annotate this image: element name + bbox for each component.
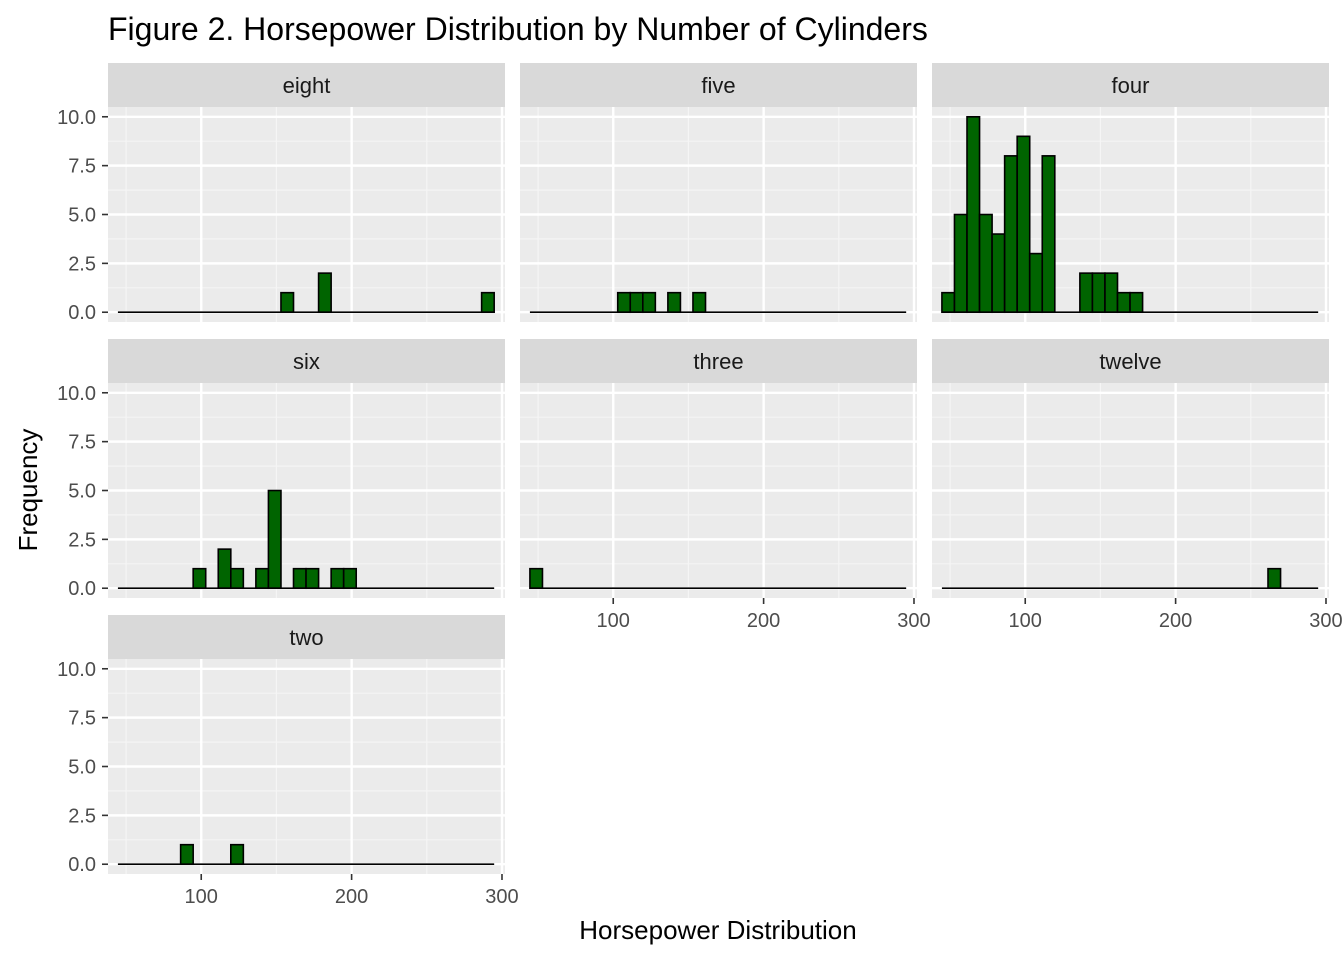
histogram-bars xyxy=(117,489,495,590)
histogram-bars xyxy=(941,567,1319,590)
histogram-bar xyxy=(991,233,1006,314)
y-tick-label: 5.0 xyxy=(68,205,96,227)
x-tick-label: 100 xyxy=(1009,610,1042,632)
facet-panel-five: five xyxy=(520,63,917,322)
y-tick-label: 5.0 xyxy=(68,481,96,503)
histogram-bar xyxy=(966,115,981,314)
histogram-bar xyxy=(1016,135,1031,314)
x-tick-label: 200 xyxy=(1159,610,1192,632)
histogram-bar xyxy=(629,291,644,314)
facet-strip xyxy=(520,63,917,107)
x-tick-label: 200 xyxy=(335,886,368,908)
histogram-bar xyxy=(529,567,544,590)
x-tick-label: 300 xyxy=(1309,610,1342,632)
histogram-bar xyxy=(1116,291,1131,314)
y-tick-label: 0.0 xyxy=(68,302,96,324)
x-tick-label: 100 xyxy=(597,610,630,632)
histogram-bar xyxy=(641,291,657,314)
histogram-bar xyxy=(1267,567,1282,590)
y-axis-title: Frequency xyxy=(13,429,43,552)
histogram-bar xyxy=(1079,272,1094,314)
histogram-bar xyxy=(480,291,495,314)
histogram-bar xyxy=(1104,272,1119,314)
facet-strip xyxy=(108,63,505,107)
facet-strip-label: twelve xyxy=(1099,349,1161,374)
facet-strip xyxy=(932,339,1329,383)
y-tick-label: 7.5 xyxy=(68,708,96,730)
facet-strip-label: three xyxy=(693,349,743,374)
histogram-bar xyxy=(978,213,993,314)
facet-strip xyxy=(108,615,505,659)
y-tick-label: 2.5 xyxy=(68,529,96,551)
histogram-bar xyxy=(1129,291,1144,314)
histogram-bar xyxy=(267,489,282,590)
histogram-bar xyxy=(1003,155,1018,314)
histogram-bar xyxy=(255,567,270,590)
histogram-bar xyxy=(179,843,194,866)
x-tick-label: 300 xyxy=(485,886,518,908)
histogram-bar xyxy=(1091,272,1106,314)
facet-strip xyxy=(932,63,1329,107)
histogram-bars xyxy=(117,843,495,866)
x-tick-label: 100 xyxy=(185,886,218,908)
histogram-bars xyxy=(941,115,1319,314)
facet-panel-four: four xyxy=(932,63,1329,322)
histogram-bar xyxy=(229,843,245,866)
x-tick-label: 200 xyxy=(747,610,780,632)
histogram-bar xyxy=(1028,252,1044,314)
y-tick-label: 2.5 xyxy=(68,253,96,275)
y-tick-label: 7.5 xyxy=(68,432,96,454)
histogram-bar xyxy=(616,291,632,314)
histogram-bar xyxy=(229,567,245,590)
facet-strip-label: two xyxy=(289,625,323,650)
histogram-bar xyxy=(941,291,956,314)
x-tick-label: 300 xyxy=(897,610,930,632)
facet-strip-label: six xyxy=(293,349,320,374)
y-tick-label: 10.0 xyxy=(57,107,96,129)
y-tick-label: 0.0 xyxy=(68,578,96,600)
facet-strip-label: four xyxy=(1112,73,1150,98)
histogram-bars xyxy=(117,272,495,314)
facet-panel-six: six 0.0 2.5 5.0 7.5 10.0 xyxy=(57,339,505,600)
histogram-bar xyxy=(953,213,968,314)
histogram-bars xyxy=(529,291,907,314)
facet-strip-label: five xyxy=(701,73,735,98)
facet-panels: eight 0.0 2.5 5.0 7.5 10.0 five four six 0.0 2.5 5.… xyxy=(57,63,1343,908)
facet-strip-label: eight xyxy=(283,73,331,98)
histogram-bar xyxy=(317,272,332,314)
histogram-bar xyxy=(292,567,307,590)
histogram-bar xyxy=(305,567,320,590)
histogram-bar xyxy=(692,291,707,314)
facet-strip xyxy=(520,339,917,383)
histogram-bar xyxy=(667,291,682,314)
y-tick-label: 2.5 xyxy=(68,805,96,827)
x-axis-title: Horsepower Distribution xyxy=(579,915,856,945)
histogram-bars xyxy=(529,567,907,590)
histogram-bar xyxy=(1041,155,1056,314)
y-tick-label: 10.0 xyxy=(57,383,96,405)
facet-panel-three: three 100 200 300 xyxy=(520,339,931,632)
y-tick-label: 7.5 xyxy=(68,156,96,178)
y-tick-label: 10.0 xyxy=(57,659,96,681)
histogram-bar xyxy=(330,567,345,590)
facet-panel-two: two 0.0 2.5 5.0 7.5 10.0 100 200 300 xyxy=(57,615,519,908)
histogram-bar xyxy=(192,567,207,590)
y-tick-label: 5.0 xyxy=(68,757,96,779)
facet-panel-twelve: twelve 100 200 300 xyxy=(932,339,1343,632)
histogram-bar xyxy=(217,548,232,590)
histogram-bar xyxy=(280,291,295,314)
facet-strip xyxy=(108,339,505,383)
histogram-bar xyxy=(342,567,358,590)
chart-title: Figure 2. Horsepower Distribution by Num… xyxy=(108,11,928,47)
y-tick-label: 0.0 xyxy=(68,854,96,876)
facet-panel-eight: eight 0.0 2.5 5.0 7.5 10.0 xyxy=(57,63,505,324)
